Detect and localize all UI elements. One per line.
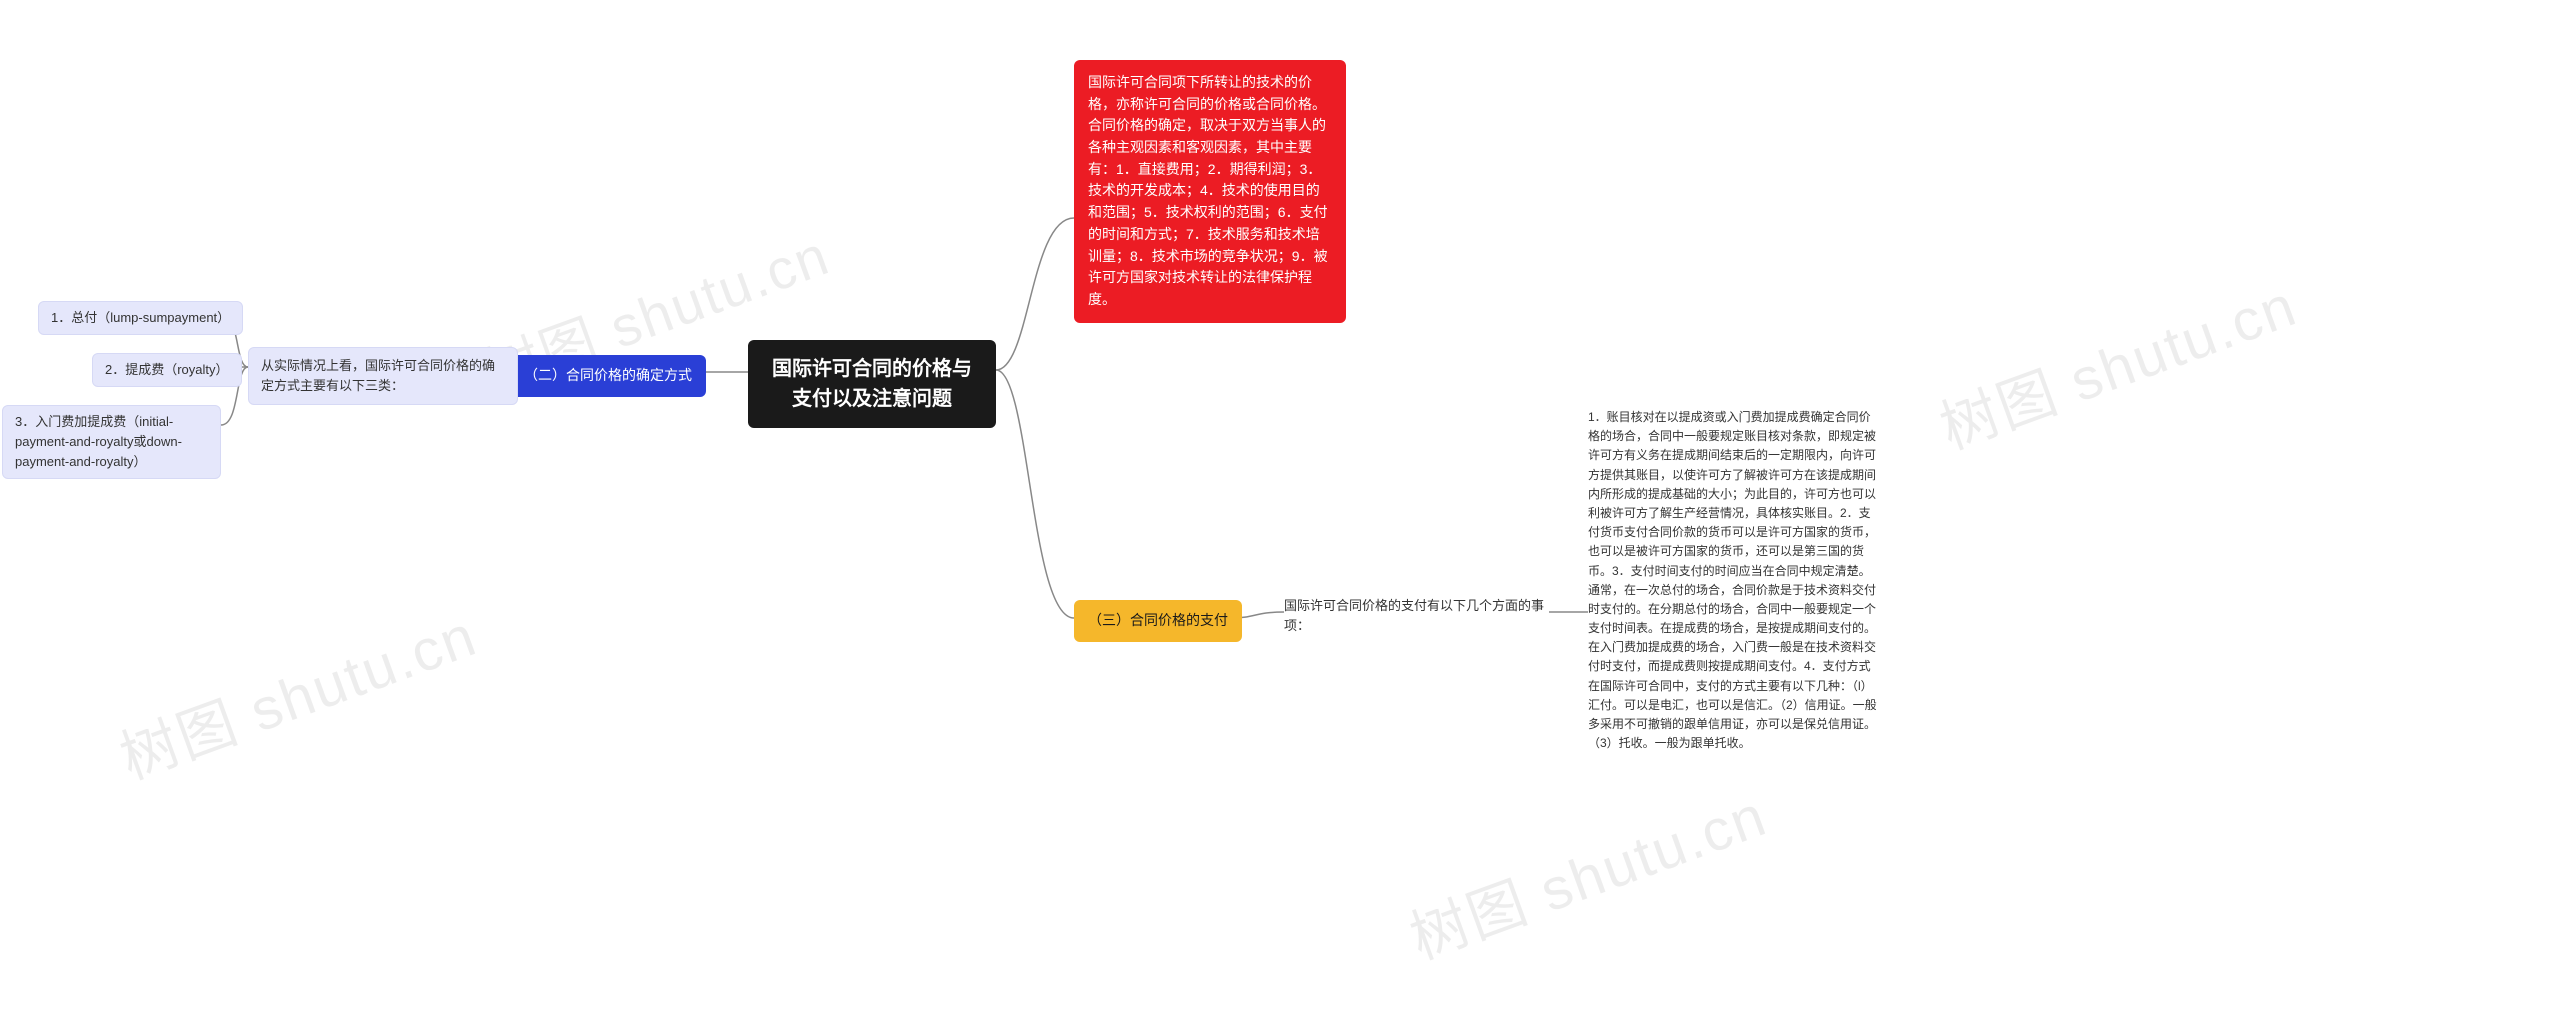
node-section-2-item-3[interactable]: 3．入门费加提成费（initial-payment-and-royalty或do… — [2, 405, 221, 479]
node-section-2-item-2[interactable]: 2．提成费（royalty） — [92, 353, 242, 387]
root-node[interactable]: 国际许可合同的价格与支付以及注意问题 — [748, 340, 996, 428]
node-section-3-detail: 1．账目核对在以提成资或入门费加提成费确定合同价格的场合，合同中一般要规定账目核… — [1588, 408, 1878, 753]
node-section-2-intro[interactable]: 从实际情况上看，国际许可合同价格的确定方式主要有以下三类： — [248, 347, 518, 405]
watermark: 树图 shutu.cn — [1397, 769, 1777, 976]
node-section-2[interactable]: （二）合同价格的确定方式 — [510, 355, 706, 397]
watermark: 树图 shutu.cn — [1927, 259, 2307, 466]
node-section-2-item-1[interactable]: 1．总付（lump-sumpayment） — [38, 301, 243, 335]
node-section-1[interactable]: 国际许可合同项下所转让的技术的价格，亦称许可合同的价格或合同价格。合同价格的确定… — [1074, 60, 1346, 323]
node-section-3-intro: 国际许可合同价格的支付有以下几个方面的事项： — [1284, 596, 1549, 636]
node-section-3[interactable]: （三）合同价格的支付 — [1074, 600, 1242, 642]
watermark: 树图 shutu.cn — [107, 589, 487, 796]
